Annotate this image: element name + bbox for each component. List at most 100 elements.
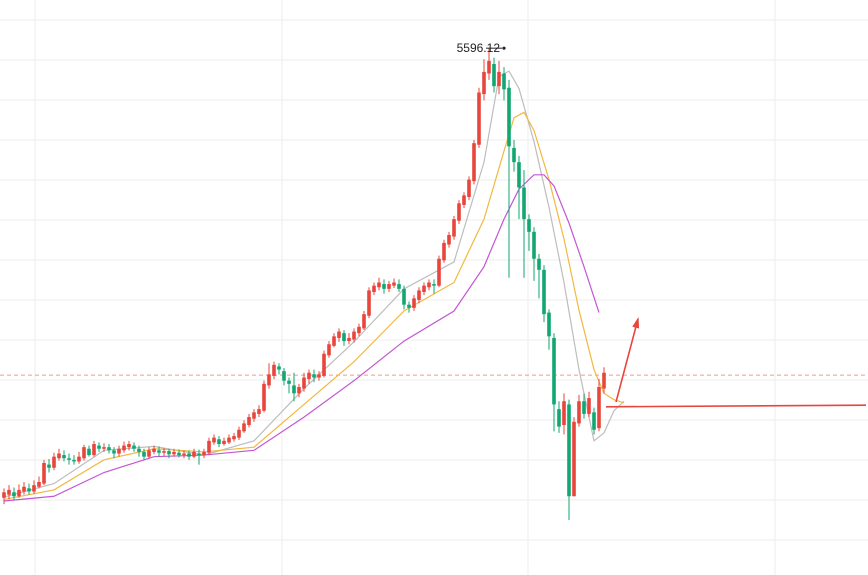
candle [432,279,436,294]
candle-body [332,336,336,346]
candle [327,341,331,358]
candle [307,369,311,384]
candle-body [602,372,606,389]
candle-body [382,284,386,289]
candle [112,447,116,459]
candle [422,282,426,296]
candle [457,200,461,224]
candle-body [257,409,261,414]
candle-body [242,423,246,432]
candle-body [412,298,416,308]
candle-body [22,486,26,492]
candle [182,450,186,459]
candle-body [402,288,406,305]
candle-body [47,464,51,468]
candle [192,448,196,459]
candle [357,323,361,337]
candle-body [497,71,501,87]
projection-arrow-line [615,318,639,403]
candle-body [82,447,86,459]
moving-average-lines [3,70,625,502]
candle-body [232,436,236,440]
candle [322,350,326,378]
candle [92,440,96,457]
candle-body [447,235,451,245]
candle-body [72,459,76,462]
candle [417,287,421,304]
candle [52,452,56,471]
candle-body [422,285,426,292]
candle [362,311,366,330]
candle [157,446,161,457]
projection-level-line [605,404,867,408]
candle [297,383,301,398]
candle-body [112,450,116,454]
candle-body [397,284,401,289]
candle [292,372,296,402]
candle-body [317,374,321,378]
candle [287,377,291,394]
candle-body [67,458,71,460]
candle-body [57,453,61,459]
candle-body [592,412,596,430]
candle [242,420,246,433]
candle [72,455,76,465]
candle [172,448,176,457]
candle [117,445,121,457]
candle [392,278,396,289]
candle [337,328,341,342]
candle [252,409,256,422]
candle [507,79,511,278]
candle [227,434,231,444]
candle [132,442,136,452]
candle [397,279,401,292]
candle-body [467,179,471,197]
candle [312,369,316,383]
candle [197,449,201,465]
candle-body [237,429,241,438]
candle [517,155,521,220]
candle-body [62,455,66,459]
ma-long-line [3,174,600,502]
candle [407,301,411,313]
candle [497,60,501,95]
candle-body [302,377,306,389]
candle-body [202,451,206,456]
candle [302,372,306,392]
candle-body [387,284,391,289]
candle-body [267,374,271,386]
candle [277,363,281,375]
candle [282,368,286,386]
candle-body [207,440,211,453]
candle [202,448,206,459]
candle [557,401,561,433]
candle-body [272,364,276,376]
candle-body [7,489,11,495]
candle [107,444,111,454]
candle [12,487,16,501]
candle-body [27,488,31,492]
candle-body [102,447,106,449]
candle-body [147,450,151,457]
candle [482,59,486,101]
candle-body [327,344,331,356]
candle [592,407,596,435]
candle-body [582,401,586,414]
candle [257,405,261,418]
candle [352,328,356,343]
candle-body [322,353,326,376]
candle [602,367,606,394]
candle-body [392,282,396,286]
candle [217,436,221,448]
candle-body [372,285,376,292]
candle-body [197,453,201,456]
candle-body [17,489,21,497]
candle [577,394,581,427]
candle [2,488,6,505]
candle-body [312,374,316,378]
projection-annotation [605,316,867,408]
candle-body [547,312,551,337]
candle [522,170,526,278]
candle-body [482,71,486,95]
candle [187,450,191,460]
